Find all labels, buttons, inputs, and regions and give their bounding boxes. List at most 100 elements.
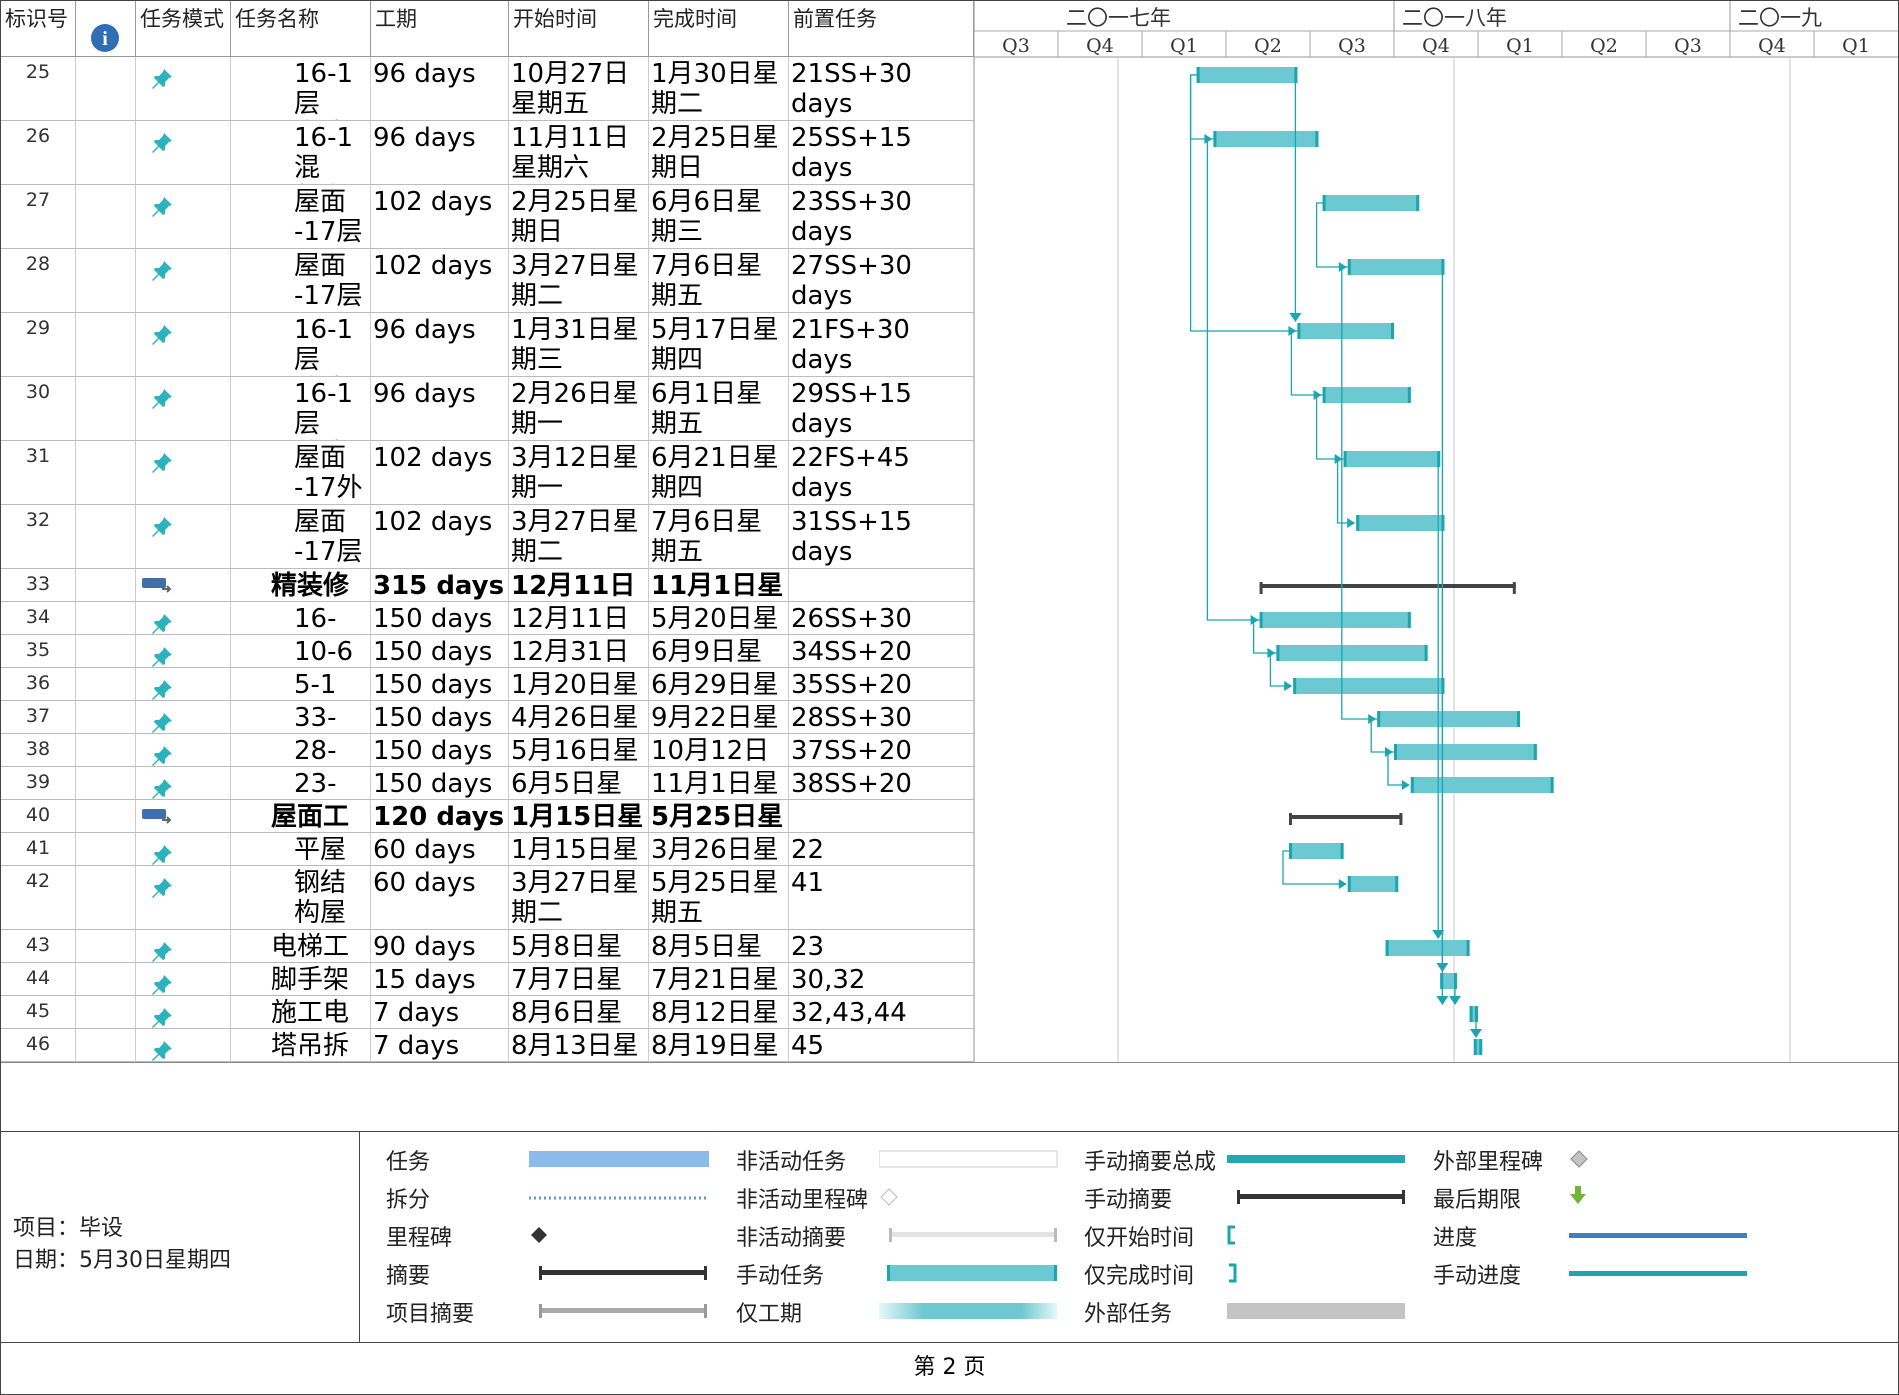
task-finish[interactable]: 11月1日星期 (649, 569, 789, 601)
task-mode[interactable] (136, 701, 231, 733)
gantt-task-bar[interactable] (1356, 515, 1445, 531)
header-predecessors[interactable]: 前置任务 (789, 1, 974, 57)
task-indicators[interactable] (76, 121, 136, 184)
gantt-task-bar[interactable] (1322, 387, 1411, 403)
task-start[interactable]: 1月15日星期 (509, 833, 649, 865)
task-mode[interactable] (136, 833, 231, 865)
task-duration[interactable]: 60 days (371, 866, 509, 929)
table-row[interactable]: 36 5-1层: 150 days1月20日星期 6月29日星期 35SS+20 day… (1, 668, 974, 701)
task-name[interactable]: 5-1层: (231, 668, 371, 700)
task-duration[interactable]: 96 days (371, 313, 509, 376)
task-mode[interactable] (136, 505, 231, 568)
task-finish[interactable]: 5月20日星期 (649, 602, 789, 634)
task-start[interactable]: 11月11日 星期六 (509, 121, 649, 184)
task-duration[interactable]: 150 days (371, 767, 509, 799)
task-name[interactable]: 精装修阶 (231, 569, 371, 601)
task-start[interactable]: 5月16日星期 (509, 734, 649, 766)
task-mode[interactable] (136, 963, 231, 995)
task-finish[interactable]: 8月12日星期 (649, 996, 789, 1028)
task-start[interactable]: 2月25日星 期日 (509, 185, 649, 248)
task-finish[interactable]: 7月21日星期 (649, 963, 789, 995)
gantt-task-bar[interactable] (1276, 645, 1428, 661)
task-duration[interactable]: 7 days (371, 996, 509, 1028)
task-duration[interactable]: 102 days (371, 185, 509, 248)
task-name[interactable]: 16-1混凝土 (231, 121, 371, 184)
task-duration[interactable]: 120 days (371, 800, 509, 832)
table-row[interactable]: 39 23-17层 150 days6月5日星期 11月1日星期 38SS+20 day… (1, 767, 974, 800)
task-predecessors[interactable]: 45 (789, 1029, 974, 1061)
task-start[interactable]: 2月26日星 期一 (509, 377, 649, 440)
task-finish[interactable]: 11月1日星期 (649, 767, 789, 799)
task-id[interactable]: 42 (1, 866, 76, 929)
task-duration[interactable]: 90 days (371, 930, 509, 962)
task-predecessors[interactable] (789, 800, 974, 832)
task-id[interactable]: 40 (1, 800, 76, 832)
task-id[interactable]: 44 (1, 963, 76, 995)
header-duration[interactable]: 工期 (371, 1, 509, 57)
task-predecessors[interactable]: 23 (789, 930, 974, 962)
task-indicators[interactable] (76, 57, 136, 120)
task-id[interactable]: 41 (1, 833, 76, 865)
task-predecessors[interactable]: 41 (789, 866, 974, 929)
task-start[interactable]: 3月27日星 期二 (509, 505, 649, 568)
table-row[interactable]: 45 施工电梯 7 days8月6日星期 8月12日星期 32,43,44 (1, 996, 974, 1029)
header-mode[interactable]: 任务模式 (136, 1, 231, 57)
table-row[interactable]: 46 塔吊拆除 7 days8月13日星期 8月19日星期 45 (1, 1029, 974, 1062)
task-duration[interactable]: 150 days (371, 701, 509, 733)
gantt-task-bar[interactable] (1410, 777, 1554, 793)
task-mode[interactable] (136, 313, 231, 376)
gantt-task-bar[interactable] (1213, 131, 1319, 147)
task-mode[interactable] (136, 569, 231, 601)
task-indicators[interactable] (76, 185, 136, 248)
task-indicators[interactable] (76, 996, 136, 1028)
task-predecessors[interactable]: 30,32 (789, 963, 974, 995)
task-indicators[interactable] (76, 441, 136, 504)
task-name[interactable]: 电梯工程 (231, 930, 371, 962)
task-indicators[interactable] (76, 1029, 136, 1061)
task-finish[interactable]: 6月29日星期 (649, 668, 789, 700)
task-mode[interactable] (136, 767, 231, 799)
task-predecessors[interactable]: 35SS+20 days (789, 668, 974, 700)
task-mode[interactable] (136, 1029, 231, 1061)
task-name[interactable]: 屋面 -17层 (231, 505, 371, 568)
task-predecessors[interactable]: 21SS+30 days (789, 57, 974, 120)
task-predecessors[interactable]: 37SS+20 days (789, 734, 974, 766)
task-start[interactable]: 3月27日星 期二 (509, 866, 649, 929)
task-start[interactable]: 12月11日星 (509, 569, 649, 601)
task-name[interactable]: 16-1层外墙 (231, 377, 371, 440)
task-finish[interactable]: 6月1日星 期五 (649, 377, 789, 440)
gantt-task-bar[interactable] (1196, 67, 1298, 83)
task-id[interactable]: 29 (1, 313, 76, 376)
task-id[interactable]: 35 (1, 635, 76, 667)
task-indicators[interactable] (76, 377, 136, 440)
task-duration[interactable]: 102 days (371, 441, 509, 504)
task-name[interactable]: 塔吊拆除 (231, 1029, 371, 1061)
task-start[interactable]: 12月11日星 (509, 602, 649, 634)
task-finish[interactable]: 8月19日星期 (649, 1029, 789, 1061)
task-id[interactable]: 26 (1, 121, 76, 184)
task-start[interactable]: 8月6日星期 (509, 996, 649, 1028)
task-start[interactable]: 7月7日星期 (509, 963, 649, 995)
task-start[interactable]: 6月5日星期 (509, 767, 649, 799)
gantt-summary-bar[interactable] (1259, 582, 1516, 594)
header-id[interactable]: 标识号 (1, 1, 76, 57)
header-name[interactable]: 任务名称 (231, 1, 371, 57)
task-start[interactable]: 1月20日星期 (509, 668, 649, 700)
gantt-task-bar[interactable] (1440, 973, 1457, 989)
task-name[interactable]: 33-29层 (231, 701, 371, 733)
task-start[interactable]: 8月13日星期 (509, 1029, 649, 1061)
task-predecessors[interactable]: 38SS+20 days (789, 767, 974, 799)
task-mode[interactable] (136, 121, 231, 184)
task-indicators[interactable] (76, 313, 136, 376)
task-predecessors[interactable] (789, 569, 974, 601)
task-start[interactable]: 1月31日星 期三 (509, 313, 649, 376)
task-mode[interactable] (136, 377, 231, 440)
task-indicators[interactable] (76, 930, 136, 962)
header-start[interactable]: 开始时间 (509, 1, 649, 57)
task-mode[interactable] (136, 930, 231, 962)
task-name[interactable]: 屋面工程 (231, 800, 371, 832)
